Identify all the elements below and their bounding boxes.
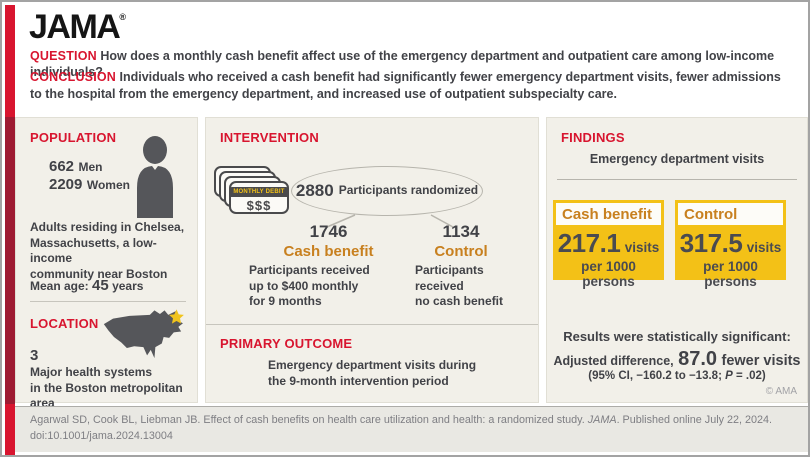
cash-benefit-count: 1746 xyxy=(309,222,348,241)
citation-journal: JAMA xyxy=(587,414,617,426)
primary-outcome-heading: PRIMARY OUTCOME xyxy=(220,336,353,351)
women-count: 2209 xyxy=(49,176,83,193)
men-count: 662 xyxy=(49,158,75,175)
women-label: Women xyxy=(86,178,130,192)
citation-before-journal: Agarwal SD, Cook BL, Liebman JB. Effect … xyxy=(30,414,588,426)
question-text: How does a monthly cash benefit affect u… xyxy=(30,49,775,80)
randomized-ellipse: 2880 Participants randomized xyxy=(291,166,483,216)
control-card-label: Control xyxy=(678,203,783,225)
intervention-outcome-divider xyxy=(206,324,538,325)
star-icon xyxy=(169,309,184,324)
population-description: Adults residing in Chelsea, Massachusett… xyxy=(30,220,192,282)
citation-doi: doi:10.1001/jama.2024.13004 xyxy=(30,429,173,442)
cash-benefit-name: Cash benefit xyxy=(283,243,374,260)
jama-logo: JAMA® xyxy=(29,8,126,47)
control-card-value-row: 317.5 visits per 1000 persons xyxy=(678,225,783,289)
intervention-panel: INTERVENTION MONTHLY DEBIT $$$ 2880 Part… xyxy=(205,117,539,403)
mean-age-value: 45 xyxy=(92,277,109,294)
findings-subtitle-rule xyxy=(557,179,797,180)
cash-benefit-card-value-row: 217.1 visits per 1000 persons xyxy=(556,225,661,289)
mean-age-prefix: Mean age: xyxy=(30,279,89,293)
registered-mark: ® xyxy=(119,12,126,22)
control-card-unit: visits xyxy=(746,240,782,255)
control-count: 1134 xyxy=(442,222,480,241)
accent-bar-bottom xyxy=(5,404,15,455)
jama-logo-text: JAMA xyxy=(29,8,121,46)
ci-pre: (95% CI, −160.2 to −13.8; xyxy=(588,370,726,382)
accent-bar-middle xyxy=(5,117,15,404)
location-heading: LOCATION xyxy=(30,316,99,331)
cash-benefit-desc-line: up to $400 monthly xyxy=(249,278,359,293)
p-label: P xyxy=(725,370,733,382)
debit-cards-icon: MONTHLY DEBIT $$$ xyxy=(214,166,296,230)
debit-card-band: MONTHLY DEBIT xyxy=(231,187,287,197)
accent-bar-top xyxy=(5,5,15,117)
question-line: QUESTION How does a monthly cash benefit… xyxy=(30,48,790,81)
randomized-count: 2880 xyxy=(295,181,334,200)
adjusted-difference-prefix: Adjusted difference, xyxy=(553,354,674,368)
mean-age-suffix: years xyxy=(112,279,144,293)
primary-outcome-line: Emergency department visits during xyxy=(268,358,477,372)
cash-benefit-desc-line: for 9 months xyxy=(249,294,322,309)
control-name: Control xyxy=(434,243,488,260)
significance-text: Results were statistically significant: xyxy=(563,329,791,344)
cash-benefit-result-card: Cash benefit 217.1 visits per 1000 perso… xyxy=(553,200,664,289)
randomization-branch-lines xyxy=(326,214,454,228)
control-card-value: 317.5 xyxy=(679,228,743,258)
findings-panel: FINDINGS Emergency department visits Cas… xyxy=(546,117,808,403)
control-description: Participants received no cash benefit xyxy=(415,263,525,310)
control-group: 1134 Control Participants received no ca… xyxy=(402,222,520,310)
primary-outcome-text: Emergency department visits during the 9… xyxy=(268,358,518,389)
control-desc-line: Participants received xyxy=(415,263,484,293)
control-card-per: per 1000 persons xyxy=(703,259,758,289)
cash-benefit-card-unit: visits xyxy=(624,240,660,255)
findings-subtitle: Emergency department visits xyxy=(589,152,765,166)
debit-card-amount: $$$ xyxy=(246,198,272,213)
conclusion-text-line1: Individuals who received a cash benefit … xyxy=(119,70,781,84)
cash-benefit-card-per: per 1000 persons xyxy=(581,259,636,289)
population-desc-line: Adults residing in Chelsea, xyxy=(30,220,185,234)
cash-benefit-group: 1746 Cash benefit Participants received … xyxy=(241,222,416,310)
p-rest: = .02) xyxy=(732,370,766,382)
conclusion-text-line2: to the hospital from the emergency depar… xyxy=(30,87,617,102)
ama-copyright: © AMA xyxy=(765,386,797,397)
citation-after-journal: . Published online July 22, 2024. xyxy=(616,414,773,426)
population-heading: POPULATION xyxy=(30,130,117,145)
person-icon xyxy=(137,136,173,218)
population-desc-line: community near Boston xyxy=(30,266,168,281)
confidence-interval-text: (95% CI, −160.2 to −13.8; P = .02) xyxy=(547,370,807,382)
adjusted-difference-row: Adjusted difference, 87.0 fewer visits xyxy=(547,348,807,371)
population-desc-line: Massachusetts, a low-income xyxy=(30,235,157,266)
citation-strip: Agarwal SD, Cook BL, Liebman JB. Effect … xyxy=(15,406,808,452)
control-result-card: Control 317.5 visits per 1000 persons xyxy=(675,200,786,289)
adjusted-difference-value: 87.0 xyxy=(678,348,718,370)
conclusion-label: CONCLUSION xyxy=(30,70,117,84)
control-desc-line: no cash benefit xyxy=(415,294,504,309)
cash-benefit-description: Participants received up to $400 monthly… xyxy=(249,263,401,310)
cash-benefit-card-label: Cash benefit xyxy=(556,203,661,225)
randomized-label: Participants randomized xyxy=(338,183,479,198)
findings-heading: FINDINGS xyxy=(561,130,625,145)
question-label: QUESTION xyxy=(30,49,97,63)
cash-benefit-card-value: 217.1 xyxy=(557,228,621,258)
location-count: 3 xyxy=(30,347,39,364)
mean-age-row: Mean age: 45 years xyxy=(30,276,143,296)
citation-text: Agarwal SD, Cook BL, Liebman JB. Effect … xyxy=(30,413,800,444)
location-description: Major health systems in the Boston metro… xyxy=(30,365,198,412)
men-label: Men xyxy=(78,160,103,174)
intervention-heading: INTERVENTION xyxy=(220,130,319,145)
conclusion-block: CONCLUSION Individuals who received a ca… xyxy=(30,69,800,104)
primary-outcome-line: the 9-month intervention period xyxy=(268,373,449,388)
population-location-divider xyxy=(30,301,186,302)
adjusted-difference-suffix: fewer visits xyxy=(721,353,801,369)
men-count-row: 662 Men xyxy=(49,158,102,176)
population-location-panel: POPULATION 662 Men 2209 Women Adults res… xyxy=(15,117,198,410)
debit-card-front: MONTHLY DEBIT $$$ xyxy=(229,181,289,214)
women-count-row: 2209 Women xyxy=(49,176,130,194)
cash-benefit-desc-line: Participants received xyxy=(249,263,370,277)
usa-map-icon xyxy=(103,309,184,359)
location-desc-line: Major health systems xyxy=(30,365,153,379)
